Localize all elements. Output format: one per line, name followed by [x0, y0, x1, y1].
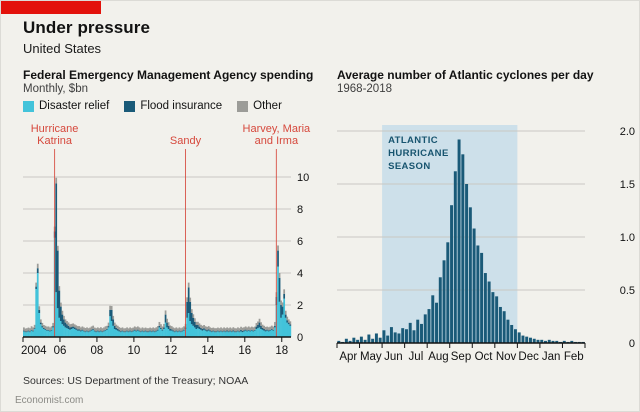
svg-text:10: 10 [127, 345, 140, 357]
svg-text:Sep: Sep [451, 351, 471, 363]
svg-text:6: 6 [297, 236, 303, 248]
page-subtitle: United States [23, 41, 102, 56]
svg-text:06: 06 [54, 345, 67, 357]
svg-text:2.0: 2.0 [620, 126, 635, 138]
cyclones-chart-title: Average number of Atlantic cyclones per … [337, 68, 594, 82]
svg-text:4: 4 [297, 268, 303, 280]
brand-bar [1, 1, 101, 14]
svg-text:10: 10 [297, 172, 309, 184]
svg-text:2: 2 [297, 300, 303, 312]
svg-text:ATLANTIC: ATLANTIC [388, 135, 438, 146]
cyclones-chart: Average number of Atlantic cyclones per … [336, 68, 639, 371]
svg-text:0: 0 [629, 338, 635, 350]
legend-swatch-disaster-relief [23, 100, 34, 112]
svg-text:2004: 2004 [21, 345, 47, 357]
svg-text:HURRICANE: HURRICANE [388, 148, 449, 159]
svg-text:Jul: Jul [409, 351, 424, 363]
svg-text:Harvey, Maria: Harvey, Maria [243, 123, 312, 135]
svg-text:16: 16 [238, 345, 251, 357]
header: Under pressure United States [1, 1, 639, 56]
legend-label-other: Other [253, 100, 282, 112]
svg-text:Dec: Dec [518, 351, 539, 363]
svg-text:Sandy: Sandy [170, 135, 202, 147]
legend-item-flood-insurance: Flood insurance [124, 100, 222, 112]
svg-text:12: 12 [164, 345, 177, 357]
svg-text:0.5: 0.5 [620, 285, 635, 297]
site-credit: Economist.com [15, 395, 84, 406]
svg-text:Nov: Nov [496, 351, 517, 363]
svg-text:Katrina: Katrina [37, 135, 73, 147]
svg-text:14: 14 [201, 345, 214, 357]
svg-text:18: 18 [275, 345, 288, 357]
svg-text:Aug: Aug [428, 351, 448, 363]
charts-row: Federal Emergency Management Agency spen… [1, 56, 639, 371]
svg-text:Jun: Jun [384, 351, 403, 363]
svg-text:08: 08 [91, 345, 104, 357]
svg-text:Feb: Feb [564, 351, 584, 363]
svg-text:1.0: 1.0 [620, 232, 635, 244]
svg-text:Oct: Oct [475, 351, 494, 363]
legend: Disaster relief Flood insurance Other [23, 100, 325, 112]
legend-swatch-flood-insurance [124, 100, 136, 112]
page-title: Under pressure [23, 18, 151, 37]
fema-spending-chart: Federal Emergency Management Agency spen… [21, 68, 325, 371]
svg-text:1.5: 1.5 [620, 179, 635, 191]
fema-chart-title: Federal Emergency Management Agency spen… [23, 68, 314, 82]
svg-text:Jan: Jan [542, 351, 561, 363]
legend-label-disaster-relief: Disaster relief [39, 100, 110, 112]
legend-label-flood-insurance: Flood insurance [140, 100, 223, 112]
svg-text:0: 0 [297, 332, 303, 344]
legend-swatch-other [237, 100, 249, 112]
svg-text:Hurricane: Hurricane [31, 123, 79, 135]
svg-text:8: 8 [297, 204, 303, 216]
svg-text:May: May [360, 351, 382, 363]
svg-text:Apr: Apr [339, 351, 357, 363]
legend-item-disaster-relief: Disaster relief [23, 100, 109, 112]
cyclones-plot: 0 0.5 1.0 1.5 2.0 ATLANTIC HURRICANE SEASON Apr M… [336, 125, 635, 363]
svg-text:and Irma: and Irma [255, 135, 299, 147]
legend-item-other: Other [237, 100, 282, 112]
fema-chart-subtitle: Monthly, $bn [23, 83, 88, 95]
sources-note: Sources: US Department of the Treasury; … [23, 375, 249, 387]
svg-text:SEASON: SEASON [388, 161, 431, 172]
cyclones-chart-subtitle: 1968-2018 [337, 83, 392, 95]
